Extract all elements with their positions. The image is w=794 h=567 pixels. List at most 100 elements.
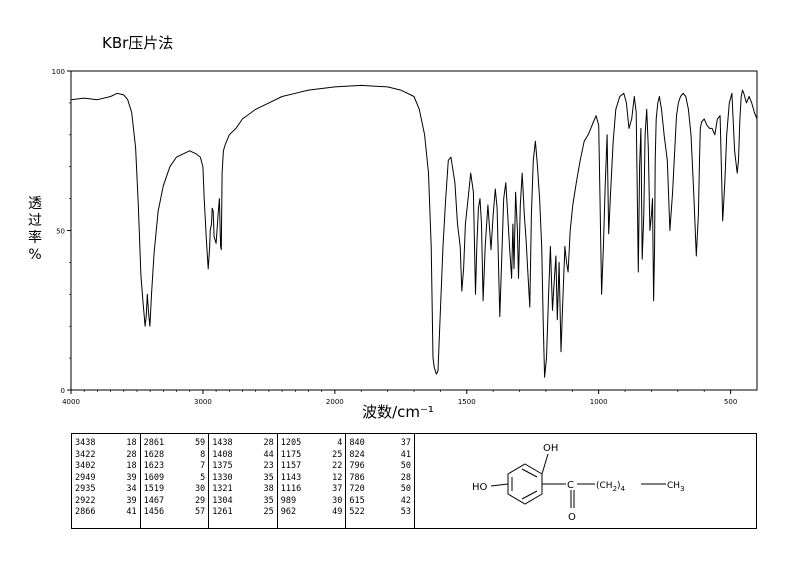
peak-wavenumber: 989 <box>280 495 297 506</box>
chain-label: (CH2)4 <box>596 481 626 493</box>
peak-wavenumber: 962 <box>280 507 297 517</box>
ho-left-label: HO <box>472 482 488 493</box>
x-axis-label: 波数/cm⁻¹ <box>362 403 434 420</box>
peak-transmittance: 18 <box>126 461 137 471</box>
plot-frame <box>70 70 758 391</box>
peak-wavenumber: 1261 <box>212 507 233 517</box>
peak-wavenumber: 3402 <box>75 461 96 471</box>
peak-transmittance: 41 <box>400 449 411 460</box>
peak-wavenumber: 796 <box>349 461 365 471</box>
peak-row: 720 50 <box>349 484 411 496</box>
peak-column: 2861 59 1628 8 1623 7 1609 5 1519 30 1467 29 1456 57 <box>141 434 210 528</box>
x-tick-label: 1000 <box>590 398 608 406</box>
peak-wavenumber: 522 <box>349 507 365 517</box>
peak-row: 796 50 <box>349 461 411 473</box>
peak-row: 2866 41 <box>75 507 137 519</box>
peak-column: 1438 28 1408 44 1375 23 1330 35 1321 38 1304 35 1261… <box>209 434 278 528</box>
peak-row: 615 42 <box>349 496 411 508</box>
peak-wavenumber: 2922 <box>75 495 96 506</box>
peak-wavenumber: 1116 <box>280 484 302 494</box>
ho-bond <box>490 483 509 487</box>
peak-row: 840 37 <box>349 438 411 450</box>
peak-row: 1438 28 <box>212 438 274 450</box>
peak-column: 1205 4 1175 25 1157 22 1143 12 1116 37 989 30 962 49 <box>278 434 347 528</box>
peak-row: 1375 23 <box>212 461 274 473</box>
peak-transmittance: 8 <box>200 449 206 460</box>
peak-wavenumber: 3438 <box>75 438 96 448</box>
peak-transmittance: 12 <box>332 472 343 483</box>
peak-transmittance: 50 <box>400 484 411 494</box>
ring-double-bond <box>521 468 538 478</box>
molecular-structure-diagram: OH HO C O (CH2)4 CH3 <box>472 443 685 523</box>
peak-row: 1609 5 <box>144 473 206 485</box>
benzene-ring <box>507 463 543 505</box>
peak-row: 2922 39 <box>75 496 137 508</box>
peak-transmittance: 7 <box>200 461 206 471</box>
peak-row: 1321 38 <box>212 484 274 496</box>
ir-spectrum-chart: 4000 3000 2000 1500 1000 500 0 50 100 波数/cm⁻¹ <box>52 68 758 420</box>
peak-wavenumber: 1408 <box>212 449 233 460</box>
peak-transmittance: 50 <box>400 461 411 471</box>
peak-row: 1157 22 <box>281 461 343 473</box>
x-tick-label: 1500 <box>458 398 476 406</box>
spectrum-line <box>70 84 758 378</box>
peak-row: 1261 25 <box>212 507 274 519</box>
peak-transmittance: 53 <box>400 507 411 517</box>
peak-wavenumber: 1438 <box>212 438 233 448</box>
peak-transmittance: 34 <box>126 484 137 494</box>
peak-transmittance: 59 <box>194 438 206 448</box>
peak-row: 1467 29 <box>144 496 206 508</box>
peak-row: 1628 8 <box>144 450 206 462</box>
peak-transmittance: 25 <box>332 449 343 460</box>
peak-row: 1205 4 <box>281 438 343 450</box>
peak-wavenumber: 2935 <box>75 484 96 494</box>
peak-wavenumber: 1205 <box>280 438 302 448</box>
y-axis-label-char: 过 <box>28 213 42 229</box>
peak-transmittance: 35 <box>263 495 274 506</box>
peak-transmittance: 39 <box>126 472 137 483</box>
peak-wavenumber: 1623 <box>143 461 165 471</box>
peak-row: 522 53 <box>349 507 411 519</box>
peak-transmittance: 18 <box>126 438 137 448</box>
peak-row: 3438 18 <box>75 438 137 450</box>
y-axis-label: 透 过 率 % <box>24 196 46 264</box>
y-axis-label-char: 透 <box>28 196 42 212</box>
peak-wavenumber: 786 <box>349 472 365 483</box>
x-tick-label: 2000 <box>326 398 344 406</box>
peak-transmittance: 35 <box>263 472 274 483</box>
peak-transmittance: 29 <box>194 495 206 506</box>
peak-row: 824 41 <box>349 450 411 462</box>
peak-wavenumber: 1157 <box>280 461 302 471</box>
series-layer <box>70 84 758 378</box>
peak-row: 2935 34 <box>75 484 137 496</box>
peak-wavenumber: 3422 <box>75 449 96 460</box>
peak-row: 1116 37 <box>281 484 343 496</box>
peak-wavenumber: 2949 <box>75 472 96 483</box>
x-tick-label: 4000 <box>62 398 80 406</box>
peak-row: 1456 57 <box>144 507 206 519</box>
peak-wavenumber: 1519 <box>143 484 165 494</box>
peak-transmittance: 30 <box>332 495 343 506</box>
method-label: KBr压片法 <box>102 34 174 52</box>
x-tick-label: 500 <box>724 398 737 406</box>
peak-column: 3438 18 3422 28 3402 18 2949 39 2935 34 2922 39 2866… <box>72 434 141 528</box>
peak-row: 2949 39 <box>75 473 137 485</box>
peak-row: 1175 25 <box>281 450 343 462</box>
peak-row: 2861 59 <box>144 438 206 450</box>
peak-wavenumber: 1375 <box>212 461 233 471</box>
peak-row: 989 30 <box>281 496 343 508</box>
peak-transmittance: 44 <box>263 449 274 460</box>
peak-wavenumber: 1321 <box>212 484 233 494</box>
peak-transmittance: 37 <box>400 438 411 448</box>
oh-bond <box>541 453 549 475</box>
carbonyl-o-label: O <box>568 512 576 523</box>
peak-wavenumber: 1175 <box>280 449 302 460</box>
peak-transmittance: 28 <box>400 472 411 483</box>
peak-row: 3422 28 <box>75 450 137 462</box>
ticks: 4000 3000 2000 1500 1000 500 0 50 100 <box>52 68 738 406</box>
peak-wavenumber: 840 <box>349 438 365 448</box>
peak-row: 1143 12 <box>281 473 343 485</box>
terminal-label: CH3 <box>667 481 685 493</box>
peak-row: 1304 35 <box>212 496 274 508</box>
axes <box>70 70 758 391</box>
